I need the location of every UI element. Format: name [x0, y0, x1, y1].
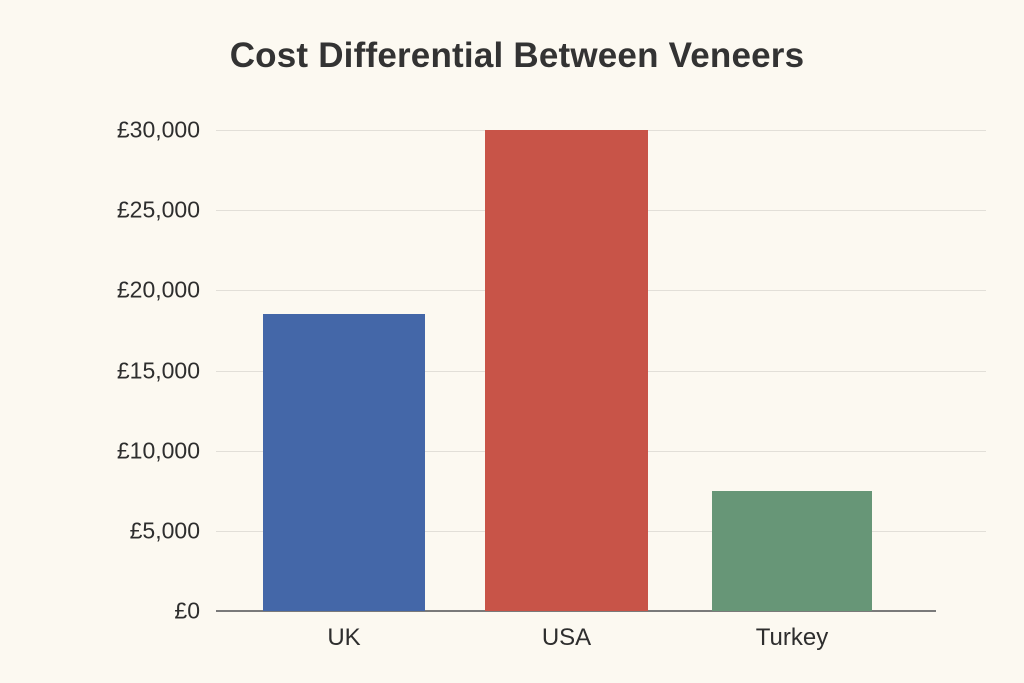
bar-usa	[485, 130, 648, 611]
chart-title: Cost Differential Between Veneers	[229, 36, 805, 75]
y-tick-label: £5,000	[129, 517, 200, 544]
x-axis-line	[216, 610, 936, 612]
y-tick-label: £15,000	[116, 357, 200, 383]
bar-turkey	[712, 490, 872, 611]
plot-area: £0 £5,000 £10,000 £15,000 £20,000 £25,000 £30,…	[117, 117, 986, 651]
y-tick-label: £10,000	[116, 437, 200, 464]
x-tick-label: USA	[541, 624, 592, 651]
y-tick-label: £30,000	[116, 116, 200, 143]
x-tick-label: Turkey	[755, 624, 829, 651]
y-tick-label: £0	[174, 597, 200, 624]
bar-uk	[263, 314, 425, 611]
y-tick-label: £20,000	[116, 276, 200, 303]
x-tick-label: UK	[327, 624, 361, 651]
y-tick-label: £25,000	[116, 196, 200, 223]
